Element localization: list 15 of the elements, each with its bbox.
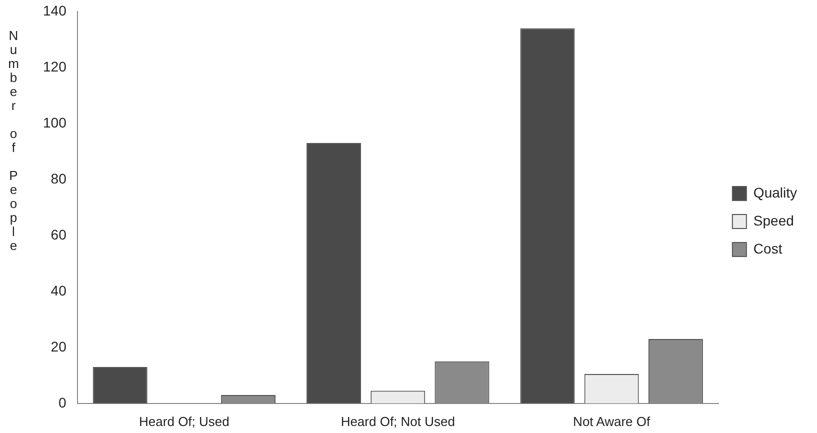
x-tick-label: Heard Of; Not Used xyxy=(340,414,455,429)
x-tick-label: Not Aware Of xyxy=(573,414,651,429)
y-tick-label: 80 xyxy=(50,170,67,186)
y-tick-label: 0 xyxy=(58,394,67,410)
y-axis-title: Number of People xyxy=(6,28,21,254)
legend-label: Speed xyxy=(753,212,794,228)
legend-label: Quality xyxy=(753,184,798,200)
y-tick-label: 140 xyxy=(43,2,67,18)
y-tick-label: 20 xyxy=(50,338,67,354)
legend-label: Cost xyxy=(753,240,782,256)
x-tick-label: Heard Of; Used xyxy=(139,414,230,429)
y-tick-label: 60 xyxy=(50,226,67,242)
y-tick-label: 40 xyxy=(50,282,67,298)
y-tick-label: 120 xyxy=(43,58,67,74)
y-tick-label: 100 xyxy=(43,114,67,130)
